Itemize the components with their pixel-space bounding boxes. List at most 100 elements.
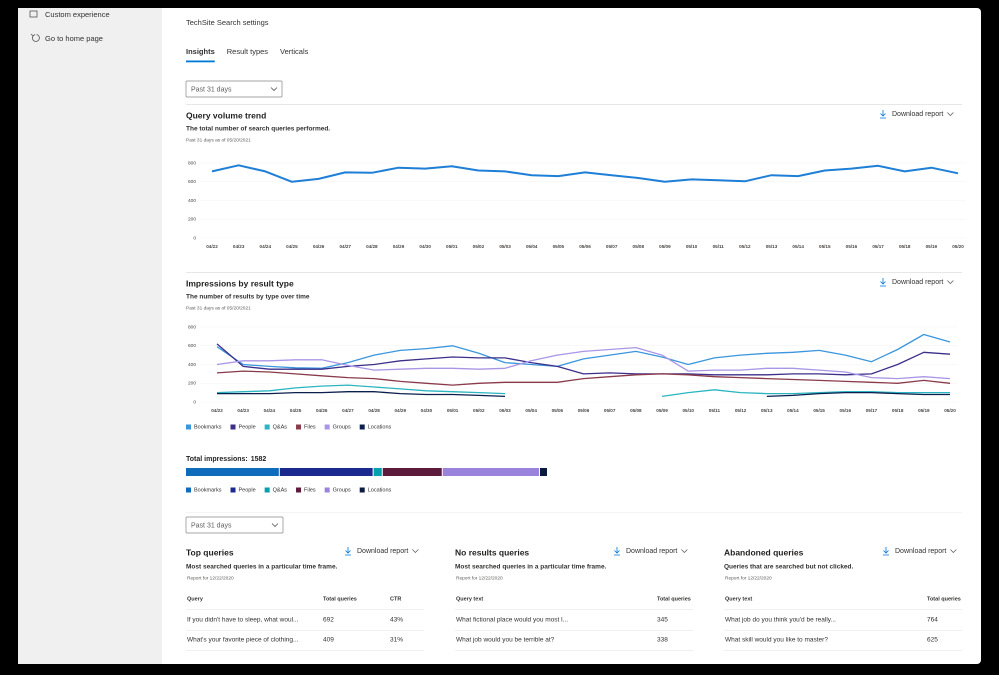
chevron bbox=[947, 280, 954, 284]
x-tick-label: 05/11 bbox=[713, 244, 725, 249]
table-cell: 625 bbox=[927, 637, 938, 644]
x-tick-label: 05/13 bbox=[766, 244, 778, 249]
legend-label: Locations bbox=[368, 424, 392, 430]
dropdown[interactable] bbox=[185, 80, 283, 98]
nav-item[interactable]: Custom experience bbox=[45, 10, 110, 19]
download-icon bbox=[880, 110, 886, 119]
legend-label: Bookmarks bbox=[194, 424, 222, 430]
x-tick-label: 05/13 bbox=[761, 408, 773, 413]
card-note: Report for 12/22/2020 bbox=[725, 575, 772, 581]
x-tick-label: 05/17 bbox=[872, 244, 884, 249]
table-cell: 43% bbox=[390, 617, 403, 624]
card-title: Top queries bbox=[186, 547, 234, 557]
x-tick-label: 05/18 bbox=[892, 408, 904, 413]
x-tick-label: 04/24 bbox=[264, 408, 276, 413]
x-tick-label: 05/05 bbox=[552, 408, 564, 413]
y-tick-label: 0 bbox=[193, 399, 196, 405]
y-tick-label: 200 bbox=[188, 217, 196, 223]
tab[interactable]: Result types bbox=[227, 47, 269, 56]
x-tick-label: 05/01 bbox=[446, 244, 458, 249]
nav-icon bbox=[29, 10, 38, 18]
chart-title: Query volume trend bbox=[186, 110, 266, 120]
x-tick-label: 05/20 bbox=[952, 244, 964, 249]
x-tick-label: 04/27 bbox=[339, 244, 351, 249]
legend-label: Bookmarks bbox=[194, 487, 222, 493]
card-subtitle: Most searched queries in a particular ti… bbox=[455, 564, 607, 571]
column-header: Query bbox=[187, 596, 204, 602]
x-tick-label: 05/15 bbox=[813, 408, 825, 413]
x-tick-label: 05/02 bbox=[473, 244, 485, 249]
x-tick-label: 04/25 bbox=[286, 244, 298, 249]
chevron bbox=[271, 523, 279, 528]
download-report[interactable]: Download report bbox=[892, 111, 943, 118]
download-icon bbox=[614, 547, 620, 556]
legend-label: People bbox=[239, 487, 256, 493]
x-tick-label: 05/14 bbox=[792, 244, 804, 249]
table-cell: 692 bbox=[323, 617, 334, 624]
y-tick-label: 0 bbox=[193, 235, 196, 241]
legend-label: Q&As bbox=[273, 424, 288, 430]
x-tick-label: 04/22 bbox=[211, 408, 223, 413]
data-line bbox=[216, 333, 951, 369]
column-header: Total queries bbox=[657, 596, 691, 602]
nav-item[interactable]: Go to home page bbox=[45, 34, 103, 43]
side-nav bbox=[18, 8, 162, 664]
download-icon bbox=[883, 547, 889, 556]
x-tick-label: 05/19 bbox=[918, 408, 930, 413]
x-tick-label: 05/07 bbox=[604, 408, 616, 413]
table-cell: What's your favorite piece of clothing..… bbox=[187, 637, 299, 644]
card-subtitle: Queries that are searched but not clicke… bbox=[724, 564, 854, 571]
card-subtitle: Most searched queries in a particular ti… bbox=[186, 564, 338, 571]
tab[interactable]: Verticals bbox=[280, 47, 309, 56]
x-tick-label: 05/03 bbox=[499, 244, 511, 249]
legend-swatch bbox=[324, 424, 330, 430]
x-tick-label: 05/04 bbox=[525, 408, 537, 413]
chart-title: Impressions by result type bbox=[186, 278, 294, 288]
x-tick-label: 05/12 bbox=[735, 408, 747, 413]
x-tick-label: 04/27 bbox=[342, 408, 354, 413]
x-tick-label: 05/17 bbox=[866, 408, 878, 413]
page-title: TechSite Search settings bbox=[186, 18, 269, 27]
y-tick-label: 600 bbox=[188, 343, 196, 349]
download-report[interactable]: Download report bbox=[895, 548, 946, 555]
chevron bbox=[947, 112, 954, 116]
column-header: Query text bbox=[456, 596, 483, 602]
column-header: CTR bbox=[390, 596, 401, 602]
x-tick-label: 05/02 bbox=[473, 408, 485, 413]
legend-swatch bbox=[359, 424, 365, 430]
legend-swatch bbox=[296, 487, 302, 493]
legend-swatch bbox=[186, 487, 191, 493]
download-report[interactable]: Download report bbox=[892, 279, 943, 286]
dropdown-value: Past 31 days bbox=[191, 522, 232, 529]
x-tick-label: 04/28 bbox=[366, 244, 378, 249]
chevron bbox=[681, 549, 688, 553]
card-note: Report for 12/22/2020 bbox=[187, 575, 234, 581]
download-report[interactable]: Download report bbox=[357, 548, 408, 555]
legend-swatch bbox=[296, 424, 302, 430]
legend-label: Groups bbox=[333, 487, 351, 493]
x-tick-label: 05/06 bbox=[578, 408, 590, 413]
x-tick-label: 05/04 bbox=[526, 244, 538, 249]
x-tick-label: 05/15 bbox=[819, 244, 831, 249]
x-tick-label: 05/05 bbox=[553, 244, 565, 249]
nav-icon bbox=[30, 33, 40, 42]
download-report[interactable]: Download report bbox=[626, 548, 677, 555]
legend-label: Q&As bbox=[273, 487, 288, 493]
total-value: 1582 bbox=[251, 456, 267, 463]
x-tick-label: 04/30 bbox=[421, 408, 433, 413]
legend-swatch bbox=[324, 487, 330, 493]
x-tick-label: 05/10 bbox=[686, 244, 698, 249]
x-tick-label: 05/14 bbox=[787, 408, 799, 413]
legend-label: Files bbox=[304, 487, 316, 493]
x-tick-label: 05/09 bbox=[656, 408, 668, 413]
data-line bbox=[216, 384, 950, 398]
x-tick-label: 04/29 bbox=[395, 408, 407, 413]
data-line bbox=[216, 346, 951, 380]
chart-subtitle: The total number of search queries perfo… bbox=[186, 126, 330, 133]
dropdown[interactable] bbox=[185, 516, 284, 534]
x-tick-label: 05/01 bbox=[447, 408, 459, 413]
tab[interactable]: Insights bbox=[186, 47, 215, 56]
legend-swatch bbox=[230, 487, 236, 493]
x-tick-label: 04/29 bbox=[393, 244, 405, 249]
